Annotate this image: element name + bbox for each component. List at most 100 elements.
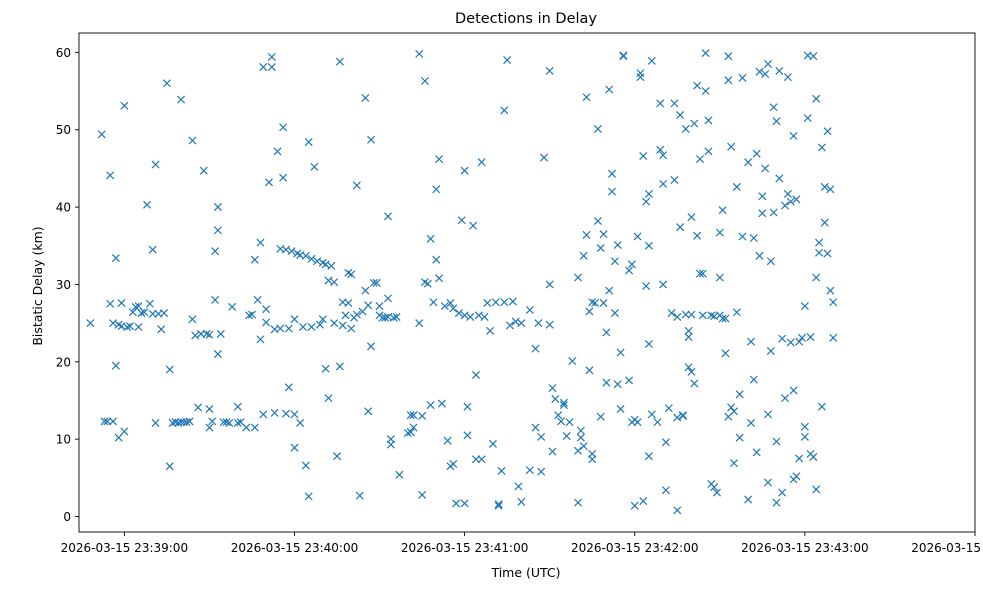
point-229 xyxy=(588,298,597,307)
point-109 xyxy=(327,261,336,270)
point-376 xyxy=(823,127,832,136)
point-256 xyxy=(636,69,645,78)
point-195 xyxy=(508,297,517,306)
point-375 xyxy=(820,182,829,191)
point-127 xyxy=(361,286,370,295)
point-157 xyxy=(426,234,435,243)
point-54 xyxy=(213,203,222,212)
point-111 xyxy=(330,278,339,287)
point-270 xyxy=(659,151,668,160)
point-282 xyxy=(678,411,687,420)
point-177 xyxy=(469,221,478,230)
point-350 xyxy=(783,189,792,198)
point-386 xyxy=(574,498,583,507)
point-209 xyxy=(545,320,554,329)
point-224 xyxy=(582,93,591,102)
point-284 xyxy=(681,310,690,319)
point-213 xyxy=(554,411,563,420)
point-416 xyxy=(812,485,821,494)
point-365 xyxy=(806,333,815,342)
point-149 xyxy=(415,49,424,58)
point-236 xyxy=(599,230,608,239)
point-255 xyxy=(633,232,642,241)
point-241 xyxy=(608,169,617,178)
point-34 xyxy=(168,418,177,427)
point-49 xyxy=(205,423,214,432)
point-349 xyxy=(783,73,792,82)
point-391 xyxy=(403,428,412,437)
point-326 xyxy=(749,375,758,384)
point-153 xyxy=(420,76,429,85)
point-194 xyxy=(505,321,515,330)
point-207 xyxy=(545,66,554,75)
point-206 xyxy=(539,153,549,162)
point-279 xyxy=(676,110,685,120)
point-264 xyxy=(647,56,656,65)
point-81 xyxy=(276,324,285,333)
point-413 xyxy=(712,488,721,497)
point-401 xyxy=(134,302,143,311)
point-370 xyxy=(815,248,824,257)
x-tick-label-3: 2026-03-15 23:42:00 xyxy=(571,541,698,555)
point-190 xyxy=(497,466,506,475)
point-100 xyxy=(307,254,316,263)
point-88 xyxy=(287,247,296,256)
point-197 xyxy=(514,482,523,491)
point-95 xyxy=(301,251,310,260)
point-76 xyxy=(267,52,276,62)
point-397 xyxy=(233,418,242,427)
point-357 xyxy=(795,337,804,346)
point-17 xyxy=(126,322,135,331)
point-254 xyxy=(633,418,642,427)
point-159 xyxy=(432,185,441,194)
point-306 xyxy=(715,273,724,282)
point-60 xyxy=(228,302,237,311)
point-417 xyxy=(829,333,838,342)
point-3 xyxy=(103,417,112,426)
point-129 xyxy=(364,407,373,416)
point-51 xyxy=(211,247,220,256)
y-tick-label-1: 10 xyxy=(56,433,71,447)
point-162 xyxy=(435,274,444,283)
point-152 xyxy=(418,411,427,420)
point-106 xyxy=(321,364,330,373)
point-238 xyxy=(605,286,614,295)
point-122 xyxy=(352,181,361,190)
point-148 xyxy=(409,411,418,420)
point-67 xyxy=(250,423,259,432)
point-46 xyxy=(199,166,208,175)
point-335 xyxy=(763,59,773,68)
point-301 xyxy=(707,311,716,320)
point-218 xyxy=(568,357,577,366)
point-383 xyxy=(644,241,653,250)
point-66 xyxy=(250,255,259,264)
point-78 xyxy=(270,408,279,417)
point-418 xyxy=(574,273,583,282)
point-69 xyxy=(256,238,265,247)
point-184 xyxy=(483,298,492,308)
point-186 xyxy=(488,439,497,448)
point-400 xyxy=(148,309,157,318)
point-1 xyxy=(97,130,106,139)
point-266 xyxy=(653,418,662,427)
point-120 xyxy=(347,270,356,279)
point-371 xyxy=(815,238,824,247)
point-182 xyxy=(477,455,486,464)
point-205 xyxy=(537,467,546,476)
point-404 xyxy=(715,311,724,320)
point-402 xyxy=(659,280,668,289)
point-161 xyxy=(435,155,444,164)
point-269 xyxy=(659,179,668,188)
point-119 xyxy=(344,298,353,308)
point-221 xyxy=(576,433,585,442)
point-293 xyxy=(695,155,704,164)
point-130 xyxy=(367,135,376,144)
point-369 xyxy=(812,273,821,282)
point-20 xyxy=(134,322,143,332)
point-217 xyxy=(565,418,574,427)
point-93 xyxy=(296,418,305,427)
point-276 xyxy=(670,175,679,185)
point-300 xyxy=(704,147,713,156)
point-246 xyxy=(616,404,625,414)
point-288 xyxy=(687,310,696,319)
